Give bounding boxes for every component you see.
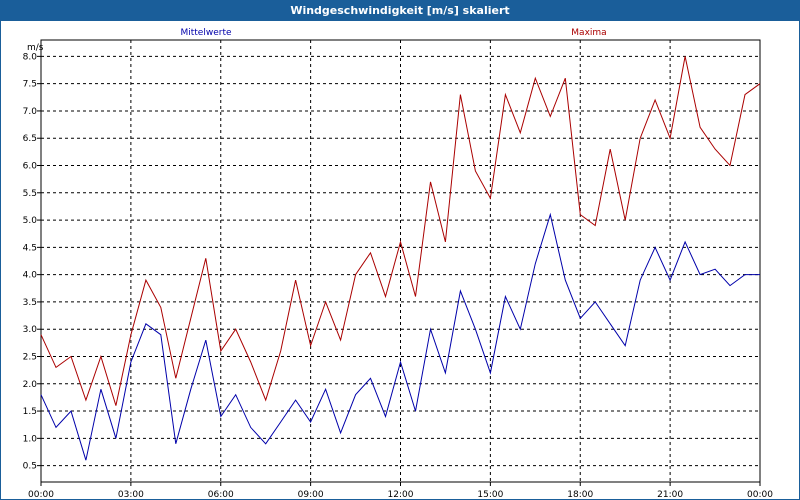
chart-title: Windgeschwindigkeit [m/s] skaliert [1,1,799,21]
legend-entry-maxima: Maxima [571,28,606,38]
legend-entry-mittelwerte: Mittelwerte [180,28,231,38]
series-line-maxima [40,56,761,406]
grid-lines [41,40,760,482]
x-tick-label-time: 18:00 [567,490,593,499]
series-lines [40,56,761,461]
y-tick-label: 1.5 [23,407,37,417]
y-tick-label: 1.0 [23,434,38,444]
y-tick-label: 2.0 [23,380,38,390]
x-tick-label-time: 09:00 [298,490,324,499]
y-tick-label: 7.5 [23,80,37,90]
legend: Mittelwerte Maxima [180,28,606,38]
x-tick-label-time: 06:00 [208,490,234,499]
y-tick-label: 6.0 [23,162,38,172]
y-tick-label: 3.0 [23,325,38,335]
y-tick-label: 4.0 [23,271,38,281]
y-tick-label: 6.5 [23,134,37,144]
y-tick-label: 2.5 [23,352,37,362]
y-tick-label: 7.0 [23,107,38,117]
y-tick-label: 5.0 [23,216,38,226]
y-tick-label: 3.5 [23,298,37,308]
x-tick-label-time: 00:00 [747,490,773,499]
x-tick-label-time: 00:00 [28,490,54,499]
x-tick-label-time: 12:00 [388,490,414,499]
x-tick-label-time: 15:00 [477,490,503,499]
y-axis-label: m/s [27,43,44,53]
y-tick-label: 5.5 [23,189,37,199]
x-tick-label-time: 03:00 [118,490,144,499]
y-tick-label: 4.5 [23,243,37,253]
x-axis: 00:0027.05.2003:0027.05.2006:0027.05.200… [28,482,773,499]
y-tick-label: 8.0 [23,52,38,62]
chart-plot: 0.5 1.0 1.5 2.0 2.5 3.0 3.5 4.0 4.5 5.0 5.5 6.0 6.5 7… [23,28,774,499]
y-tick-label: 0.5 [23,462,37,472]
y-axis: 0.5 1.0 1.5 2.0 2.5 3.0 3.5 4.0 4.5 5.0 5.5 6.0 6.5 7… [23,52,41,472]
series-line-mittelwerte [40,212,760,461]
x-tick-label-time: 21:00 [657,490,683,499]
